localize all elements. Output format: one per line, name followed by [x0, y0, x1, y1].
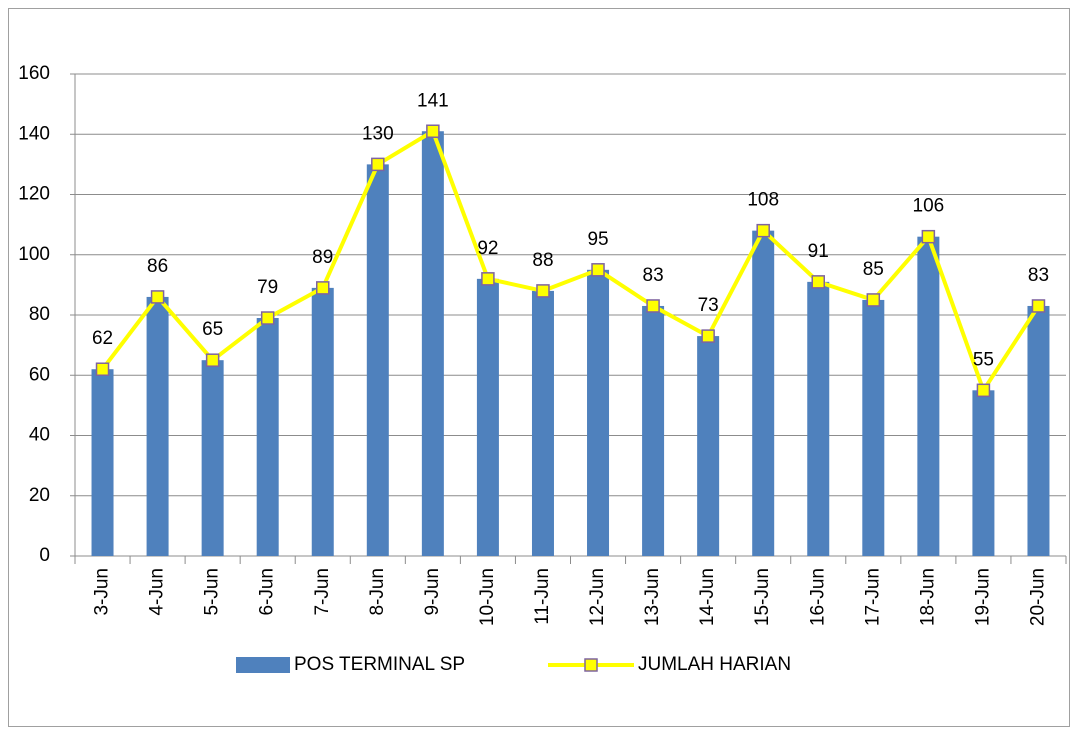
y-tick-label: 100 [18, 244, 50, 265]
line-marker [976, 383, 991, 398]
y-tick-label: 160 [18, 63, 50, 84]
data-label: 73 [698, 295, 719, 316]
data-label: 108 [747, 190, 779, 211]
line-marker [260, 311, 275, 325]
bar [917, 236, 940, 557]
bar [311, 287, 334, 556]
data-label: 55 [973, 349, 994, 370]
bar [146, 296, 169, 556]
bar [366, 164, 389, 556]
x-tick-label: 12-Jun [587, 568, 608, 626]
x-tick-label: 3-Jun [92, 568, 113, 616]
bar [1027, 305, 1050, 556]
line-marker [756, 223, 770, 238]
x-tick-label: 9-Jun [422, 568, 443, 616]
bar [972, 390, 995, 556]
legend-label: JUMLAH HARIAN [638, 654, 791, 675]
data-label: 130 [362, 123, 394, 144]
line-marker [95, 362, 110, 376]
line-marker [150, 290, 165, 304]
bar [697, 336, 720, 556]
bar [752, 230, 775, 556]
data-label: 62 [92, 328, 113, 349]
line-marker [536, 284, 550, 298]
bar [642, 305, 665, 556]
line-marker [316, 281, 330, 295]
data-label: 89 [312, 247, 333, 268]
line-marker [426, 124, 440, 138]
x-tick-label: 18-Jun [917, 568, 938, 626]
data-label: 88 [532, 250, 553, 271]
y-tick-label: 60 [29, 364, 50, 385]
y-tick-label: 20 [29, 485, 50, 506]
bar [91, 369, 114, 556]
line-marker [646, 299, 660, 313]
data-label: 86 [147, 256, 168, 277]
line-marker [205, 353, 220, 367]
data-label: 83 [643, 265, 664, 286]
line [100, 129, 1041, 393]
line-marker [701, 329, 715, 343]
x-tick-label: 7-Jun [312, 568, 333, 616]
bar [256, 318, 279, 556]
data-label: 95 [587, 229, 608, 250]
line-marker [371, 157, 385, 172]
line-marker [811, 275, 825, 289]
x-tick-label: 11-Jun [532, 568, 553, 625]
y-tick-label: 80 [29, 304, 50, 325]
bar [201, 360, 224, 556]
data-label: 83 [1028, 265, 1049, 286]
data-label: 106 [913, 196, 945, 217]
legend-marker [584, 658, 598, 672]
legend-label: POS TERMINAL SP [294, 654, 465, 675]
x-tick-label: 5-Jun [202, 568, 223, 616]
bar [807, 281, 830, 556]
bar [587, 269, 610, 556]
x-tick-label: 6-Jun [257, 568, 278, 616]
data-label: 85 [863, 259, 884, 280]
x-tick-label: 20-Jun [1027, 568, 1048, 626]
x-tick-label: 15-Jun [752, 568, 773, 626]
data-label: 92 [477, 238, 498, 259]
data-label: 91 [808, 241, 829, 262]
y-tick-label: 140 [18, 123, 50, 144]
y-tick-label: 0 [39, 545, 50, 566]
data-label: 65 [202, 319, 223, 340]
x-tick-label: 8-Jun [367, 568, 388, 616]
bar [531, 290, 554, 556]
x-tick-label: 19-Jun [972, 568, 993, 626]
x-tick-label: 13-Jun [642, 568, 663, 626]
line-marker [481, 272, 495, 286]
x-tick-label: 10-Jun [477, 568, 498, 626]
x-tick-label: 4-Jun [147, 568, 168, 616]
bar [862, 299, 885, 556]
data-label: 79 [257, 277, 278, 298]
x-tick-label: 16-Jun [807, 568, 828, 626]
bar [421, 131, 444, 557]
x-tick-label: 14-Jun [697, 568, 718, 626]
line-marker [866, 293, 881, 307]
y-tick-label: 120 [18, 184, 50, 205]
line-marker [1031, 299, 1046, 313]
x-tick-label: 17-Jun [862, 568, 883, 626]
data-label: 141 [417, 90, 449, 111]
y-tick-label: 40 [29, 425, 50, 446]
line-marker [921, 229, 936, 244]
line-marker [591, 263, 605, 277]
legend-swatch [236, 657, 290, 673]
bar [476, 278, 499, 556]
